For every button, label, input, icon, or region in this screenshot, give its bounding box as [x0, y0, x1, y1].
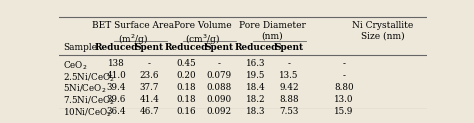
Text: 10Ni/CeO$_2$: 10Ni/CeO$_2$ [63, 107, 112, 119]
Text: 138: 138 [108, 59, 125, 68]
Text: 39.4: 39.4 [107, 83, 126, 92]
Text: 7.53: 7.53 [279, 107, 299, 116]
Text: 0.18: 0.18 [176, 83, 196, 92]
Text: Spent: Spent [204, 43, 234, 52]
Text: Reduced: Reduced [234, 43, 277, 52]
Text: Spent: Spent [135, 43, 164, 52]
Text: 9.42: 9.42 [279, 83, 299, 92]
Text: 41.0: 41.0 [106, 71, 126, 80]
Text: 0.20: 0.20 [176, 71, 196, 80]
Text: Reduced: Reduced [94, 43, 138, 52]
Text: 0.079: 0.079 [207, 71, 232, 80]
Text: 13.0: 13.0 [334, 95, 354, 104]
Text: 36.4: 36.4 [106, 107, 126, 116]
Text: -: - [148, 59, 151, 68]
Text: -: - [218, 59, 220, 68]
Text: Spent: Spent [274, 43, 303, 52]
Text: 0.16: 0.16 [176, 107, 196, 116]
Text: 46.7: 46.7 [139, 107, 159, 116]
Text: 2.5Ni/CeO$_2$: 2.5Ni/CeO$_2$ [63, 71, 115, 84]
Text: Pore Diameter
(nm): Pore Diameter (nm) [239, 21, 306, 41]
Text: 8.88: 8.88 [279, 95, 299, 104]
Text: -: - [342, 59, 346, 68]
Text: 16.3: 16.3 [246, 59, 265, 68]
Text: 7.5Ni/CeO$_2$: 7.5Ni/CeO$_2$ [63, 95, 115, 107]
Text: 18.2: 18.2 [246, 95, 265, 104]
Text: Sample: Sample [63, 43, 97, 52]
Text: 0.090: 0.090 [207, 95, 232, 104]
Text: 41.4: 41.4 [139, 95, 159, 104]
Text: 15.9: 15.9 [334, 107, 354, 116]
Text: 0.18: 0.18 [176, 95, 196, 104]
Text: 18.4: 18.4 [246, 83, 265, 92]
Text: 5Ni/CeO$_2$: 5Ni/CeO$_2$ [63, 83, 106, 95]
Text: 8.80: 8.80 [334, 83, 354, 92]
Text: 18.3: 18.3 [246, 107, 265, 116]
Text: 19.5: 19.5 [246, 71, 265, 80]
Text: -: - [342, 71, 346, 80]
Text: -: - [287, 59, 291, 68]
Text: BET Surface Area
(m$^2$/g): BET Surface Area (m$^2$/g) [91, 21, 174, 47]
Text: Reduced: Reduced [164, 43, 208, 52]
Text: Ni Crystallite
Size (nm): Ni Crystallite Size (nm) [352, 21, 413, 41]
Text: 39.6: 39.6 [107, 95, 126, 104]
Text: 23.6: 23.6 [139, 71, 159, 80]
Text: Pore Volume
(cm$^3$/g): Pore Volume (cm$^3$/g) [173, 21, 231, 47]
Text: 0.45: 0.45 [176, 59, 196, 68]
Text: 13.5: 13.5 [279, 71, 299, 80]
Text: 0.088: 0.088 [206, 83, 232, 92]
Text: 37.7: 37.7 [139, 83, 159, 92]
Text: CeO$_2$: CeO$_2$ [63, 59, 87, 72]
Text: 0.092: 0.092 [207, 107, 232, 116]
